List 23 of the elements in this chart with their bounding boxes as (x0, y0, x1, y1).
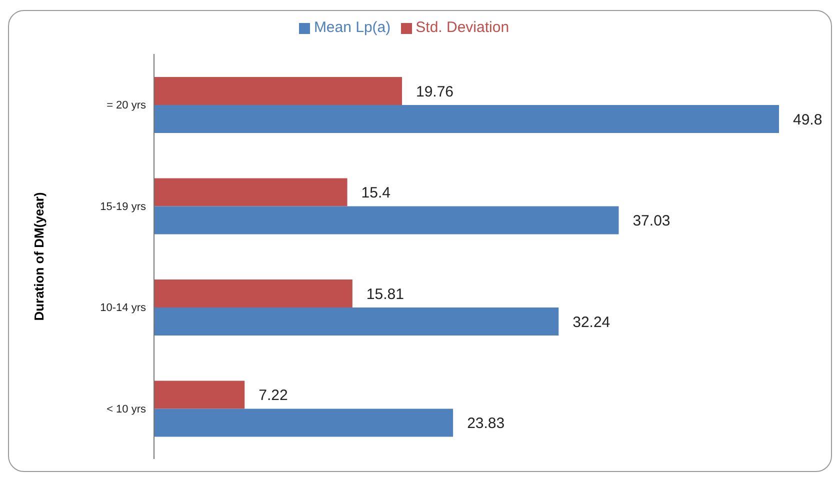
y-axis-title: Duration of DM(year) (32, 192, 47, 321)
bar (154, 206, 619, 234)
data-label: 15.81 (366, 286, 404, 303)
bar (154, 280, 352, 308)
y-tick-label: 10-14 yrs (100, 302, 146, 314)
bar (154, 105, 779, 133)
data-label: 7.22 (258, 387, 288, 404)
legend-label: Mean Lp(a) (314, 19, 391, 36)
data-label: 37.03 (632, 212, 670, 230)
y-tick-label: < 10 yrs (106, 403, 146, 416)
legend-label: Std. Deviation (416, 19, 510, 36)
bar (154, 408, 454, 437)
data-label: 19.76 (416, 83, 454, 100)
data-label: 49.8 (793, 111, 822, 128)
bar (154, 77, 402, 105)
data-label: 15.4 (361, 184, 390, 202)
y-tick-label: 15-19 yrs (100, 200, 146, 213)
bar (154, 308, 559, 336)
bar (154, 380, 245, 409)
data-label: 23.83 (467, 415, 505, 432)
bar (154, 178, 348, 206)
data-label: 32.24 (572, 314, 610, 331)
y-tick-label: = 20 yrs (106, 100, 146, 112)
